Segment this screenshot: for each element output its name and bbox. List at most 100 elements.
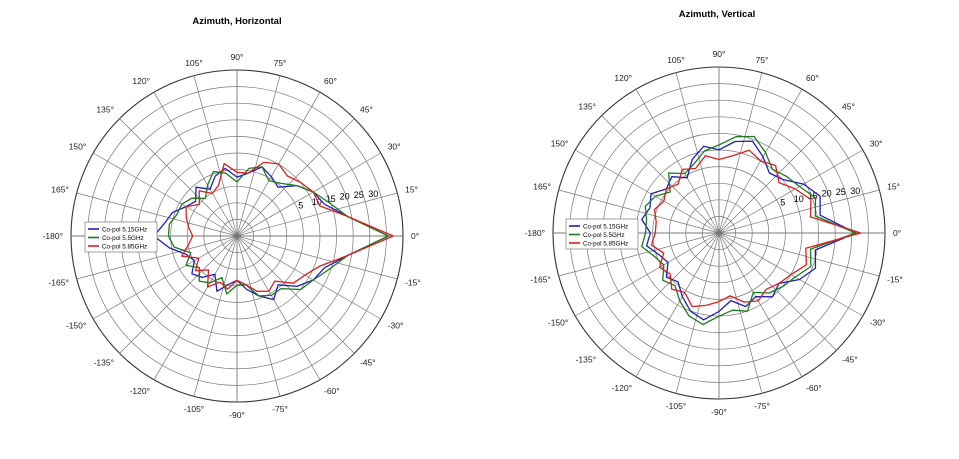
angle-label: 60° bbox=[806, 73, 819, 83]
grid-spoke bbox=[153, 92, 238, 237]
polar-chart-vertical: Azimuth, Vertical 5 10 15 20 25 30 0° 15° 30° 45°… bbox=[479, 0, 959, 459]
grid-spoke bbox=[236, 235, 281, 397]
grid-spoke bbox=[635, 89, 720, 234]
legend-label-1: Co-pol 5.15GHz bbox=[102, 227, 147, 234]
angle-label: 150° bbox=[551, 139, 569, 149]
radial-tick-label: 30 bbox=[368, 189, 378, 199]
angle-label: -75° bbox=[272, 404, 288, 414]
grid-spoke bbox=[558, 232, 720, 277]
angle-label: -30° bbox=[388, 321, 404, 331]
angle-label: -150° bbox=[548, 318, 568, 328]
angle-label: 120° bbox=[132, 76, 150, 86]
angle-label: -150° bbox=[66, 321, 86, 331]
legend-label-1: Co-pol 5.15GHz bbox=[583, 224, 628, 231]
grid-spoke bbox=[718, 189, 880, 234]
angle-label: 0° bbox=[893, 228, 901, 238]
angle-label: -45° bbox=[842, 355, 858, 365]
grid-spoke bbox=[675, 232, 720, 394]
grid-spoke bbox=[236, 235, 381, 320]
angle-label: 165° bbox=[533, 182, 551, 192]
series-line-2 bbox=[641, 135, 857, 326]
chart-title: Azimuth, Vertical bbox=[678, 9, 756, 20]
radial-tick-label: 30 bbox=[850, 186, 860, 196]
angle-label: 75° bbox=[274, 58, 287, 68]
angle-label: 75° bbox=[756, 55, 769, 65]
angle-label: -135° bbox=[576, 355, 596, 365]
grid-spoke bbox=[93, 235, 238, 320]
radial-tick-label: 5 bbox=[298, 201, 303, 211]
radial-tick-label: 10 bbox=[312, 197, 322, 207]
grid-spoke bbox=[601, 115, 720, 234]
angle-label: 90° bbox=[713, 49, 726, 59]
angle-label: -165° bbox=[48, 277, 68, 287]
series-line-1 bbox=[641, 140, 857, 321]
angle-label: 90° bbox=[231, 52, 244, 62]
grid-spoke bbox=[76, 192, 238, 237]
grid-spoke bbox=[718, 232, 803, 377]
angle-label: 30° bbox=[870, 139, 883, 149]
grid-spoke bbox=[153, 235, 238, 380]
grid-spoke bbox=[236, 75, 281, 237]
grid-spoke bbox=[236, 152, 381, 237]
polar-plot: 5 10 15 20 25 300°15°30°45°60°75°90°105°120°1… bbox=[525, 49, 903, 417]
angle-label: -45° bbox=[360, 358, 376, 368]
grid-spoke bbox=[718, 232, 880, 277]
grid-spoke bbox=[119, 118, 238, 237]
radial-tick-label: 15 bbox=[326, 194, 336, 204]
grid-spoke bbox=[93, 152, 238, 237]
angle-label: 60° bbox=[324, 76, 337, 86]
angle-label: 120° bbox=[614, 73, 632, 83]
grid-spoke bbox=[236, 235, 355, 354]
grid-spoke bbox=[718, 232, 763, 394]
legend-label-3: Co-pol 5.85GHz bbox=[583, 241, 628, 248]
grid-spoke bbox=[236, 235, 321, 380]
angle-label: 45° bbox=[360, 104, 373, 114]
angle-label: -90° bbox=[711, 407, 727, 417]
grid-spoke bbox=[236, 192, 398, 237]
grid-spoke bbox=[718, 232, 837, 351]
polar-plot: 5 10 15 20 25 300°15°30°45°60°75°90°105°120°1… bbox=[43, 52, 421, 420]
grid-spoke bbox=[575, 149, 720, 234]
angle-label: 45° bbox=[842, 101, 855, 111]
angle-label: -15° bbox=[887, 274, 903, 284]
angle-label: -135° bbox=[94, 358, 114, 368]
radial-tick-label: 20 bbox=[822, 189, 832, 199]
radial-tick-label: 25 bbox=[836, 187, 846, 197]
series-line-3 bbox=[650, 149, 862, 308]
angle-label: -60° bbox=[806, 383, 822, 393]
angle-label: 105° bbox=[185, 58, 203, 68]
radial-tick-label: 5 bbox=[780, 198, 785, 208]
angle-label: 150° bbox=[69, 142, 87, 152]
grid-spoke bbox=[193, 75, 238, 237]
angle-label: -105° bbox=[184, 404, 204, 414]
grid-spoke bbox=[236, 235, 398, 280]
grid-spoke bbox=[236, 118, 355, 237]
angle-label: 30° bbox=[388, 142, 401, 152]
grid-spoke bbox=[601, 232, 720, 351]
legend-label-2: Co-pol 5.5GHz bbox=[102, 235, 144, 242]
grid-spoke bbox=[76, 235, 238, 280]
grid-spoke bbox=[193, 235, 238, 397]
grid-spoke bbox=[575, 232, 720, 317]
angle-label: 165° bbox=[51, 185, 69, 195]
grid-spoke bbox=[119, 235, 238, 354]
chart-title: Azimuth, Horizontal bbox=[192, 16, 282, 27]
angle-label: -60° bbox=[324, 386, 340, 396]
legend-box bbox=[84, 221, 158, 253]
angle-label: -180° bbox=[525, 228, 545, 238]
angle-label: -105° bbox=[666, 401, 686, 411]
legend-label-3: Co-pol 5.85GHz bbox=[102, 244, 147, 251]
angle-label: -180° bbox=[43, 231, 63, 241]
angle-label: 105° bbox=[667, 55, 685, 65]
angle-label: -30° bbox=[870, 318, 886, 328]
angle-label: -120° bbox=[612, 383, 632, 393]
series-line-2 bbox=[167, 166, 390, 297]
grid-spoke bbox=[635, 232, 720, 377]
angle-label: 135° bbox=[96, 104, 114, 114]
radial-tick-label: 10 bbox=[794, 194, 804, 204]
angle-label: -90° bbox=[229, 410, 245, 420]
radial-tick-label: 25 bbox=[354, 190, 364, 200]
angle-label: 15° bbox=[887, 182, 900, 192]
